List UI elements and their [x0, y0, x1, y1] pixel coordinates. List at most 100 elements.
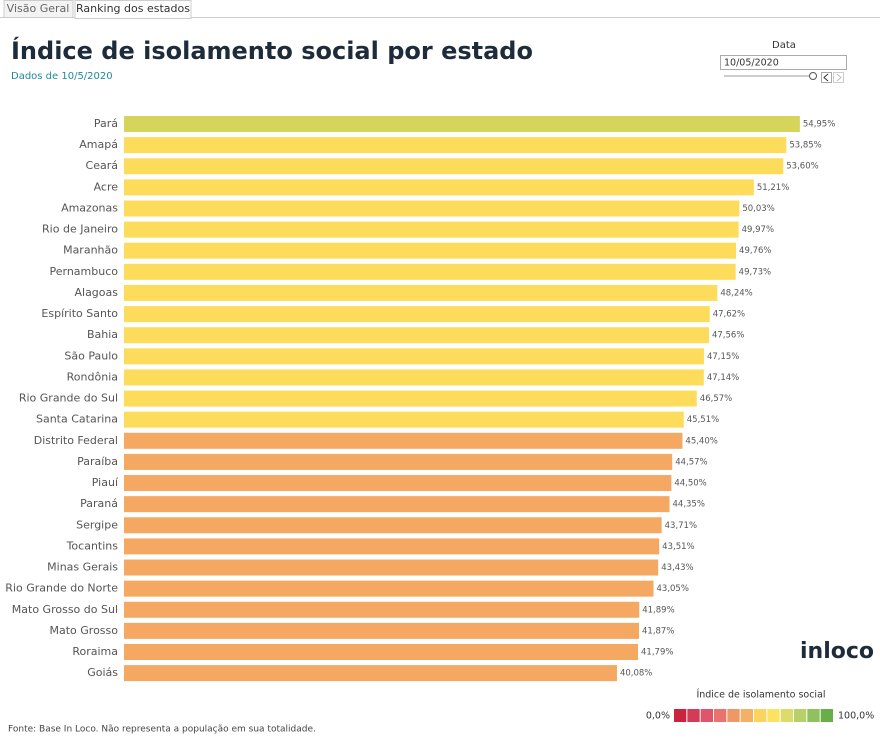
- legend-swatch: [820, 709, 833, 722]
- value-label: 44,50%: [674, 479, 706, 489]
- value-label: 41,89%: [642, 605, 674, 615]
- category-label: Paraná: [80, 497, 118, 510]
- filter-label: Data: [772, 40, 796, 51]
- category-label: Espírito Santo: [41, 307, 118, 320]
- bar: [124, 432, 683, 449]
- bar: [124, 538, 660, 555]
- category-label: Amazonas: [61, 201, 118, 214]
- bar: [124, 348, 704, 365]
- category-label: Piauí: [92, 476, 119, 489]
- chart-subtitle: Dados de 10/5/2020: [11, 71, 113, 82]
- value-label: 44,35%: [673, 500, 705, 510]
- category-label: Roraima: [72, 645, 118, 658]
- value-label: 51,21%: [757, 183, 789, 193]
- bar: [124, 390, 697, 407]
- category-label: Ceará: [86, 159, 118, 172]
- category-label: Minas Gerais: [47, 561, 118, 574]
- slider-handle[interactable]: [809, 72, 817, 80]
- legend-swatch: [794, 709, 807, 722]
- value-label: 40,08%: [620, 669, 652, 679]
- legend-min: 0,0%: [646, 711, 670, 722]
- value-label: 47,15%: [707, 352, 739, 362]
- category-label: Mato Grosso do Sul: [12, 603, 118, 616]
- tab-label[interactable]: Ranking dos estados: [76, 2, 190, 15]
- category-label: Mato Grosso: [50, 624, 119, 637]
- category-label: Paraíba: [77, 455, 118, 468]
- next-button[interactable]: [833, 72, 844, 83]
- value-label: 47,56%: [712, 331, 744, 341]
- legend-swatch: [780, 709, 793, 722]
- bar: [124, 665, 617, 682]
- tab-label[interactable]: Visão Geral: [7, 2, 70, 15]
- bar: [124, 517, 662, 534]
- legend-swatch: [714, 709, 727, 722]
- prev-button[interactable]: [821, 72, 832, 83]
- value-label: 41,87%: [642, 626, 674, 636]
- legend-swatch: [740, 709, 753, 722]
- tab-active[interactable]: [74, 0, 192, 19]
- legend-swatch: [674, 709, 687, 722]
- category-label: Distrito Federal: [34, 434, 118, 447]
- value-label: 43,05%: [657, 584, 689, 594]
- bar: [124, 622, 640, 639]
- category-label: Rondônia: [67, 370, 118, 383]
- category-label: Rio Grande do Norte: [5, 582, 118, 595]
- legend-swatch: [807, 709, 820, 722]
- bar: [124, 200, 740, 217]
- color-legend: [674, 709, 833, 722]
- legend-swatch: [767, 709, 780, 722]
- bar-chart: Pará 54,95% Amapá 53,85% Ceará 53,60% Acre 51,2…: [5, 116, 835, 682]
- value-label: 48,24%: [720, 288, 752, 298]
- category-label: São Paulo: [64, 349, 118, 362]
- value-label: 41,79%: [641, 648, 673, 658]
- value-label: 47,62%: [713, 310, 745, 320]
- value-label: 43,71%: [665, 521, 697, 531]
- bar: [124, 306, 710, 323]
- value-label: 53,85%: [789, 141, 821, 151]
- category-label: Santa Catarina: [36, 413, 118, 426]
- legend-swatch: [687, 709, 700, 722]
- bar: [124, 137, 787, 154]
- value-label: 54,95%: [803, 120, 835, 130]
- bar: [124, 284, 718, 301]
- category-label: Maranhão: [63, 244, 118, 257]
- bar: [124, 644, 639, 660]
- bar: [124, 580, 654, 597]
- logo: inloco: [800, 639, 874, 664]
- bar: [124, 221, 739, 238]
- filter-input[interactable]: [720, 55, 847, 70]
- category-label: Bahia: [87, 328, 118, 341]
- tab[interactable]: [3, 0, 74, 18]
- value-label: 47,14%: [707, 373, 739, 383]
- category-label: Rio Grande do Sul: [19, 392, 118, 405]
- chart-title: Índice de isolamento social por estado: [11, 36, 533, 65]
- bar: [124, 179, 754, 196]
- legend-swatch: [727, 709, 740, 722]
- category-label: Sergipe: [76, 518, 118, 531]
- bar: [124, 475, 672, 492]
- value-label: 50,03%: [742, 204, 774, 214]
- bar: [124, 496, 670, 513]
- value-label: 45,51%: [687, 415, 719, 425]
- legend-swatch: [700, 709, 713, 722]
- bar: [124, 327, 709, 344]
- next-icon: [836, 73, 842, 82]
- value-label: 43,51%: [662, 542, 694, 552]
- bar: [124, 411, 684, 428]
- category-label: Acre: [94, 180, 119, 193]
- bar: [124, 158, 784, 175]
- legend-swatch: [754, 709, 767, 722]
- legend-title: Índice de isolamento social: [696, 689, 825, 701]
- category-label: Alagoas: [74, 286, 118, 299]
- value-label: 44,57%: [675, 457, 707, 467]
- value-label: 49,97%: [742, 225, 774, 235]
- prev-icon: [823, 73, 829, 82]
- footer: Fonte: Base In Loco. Não representa a po…: [8, 725, 316, 735]
- legend-max: 100,0%: [838, 711, 874, 722]
- bar: [124, 242, 737, 259]
- category-label: Pará: [94, 117, 118, 130]
- value-label: 53,60%: [786, 162, 818, 172]
- category-label: Pernambuco: [50, 265, 119, 278]
- filter-value[interactable]: 10/05/2020: [724, 58, 779, 69]
